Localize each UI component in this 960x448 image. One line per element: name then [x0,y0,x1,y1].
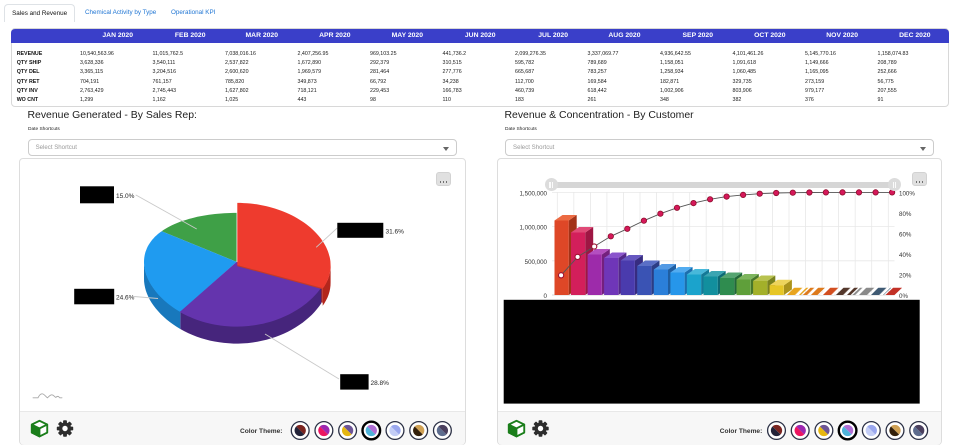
svg-text:80%: 80% [899,211,912,218]
svg-text:500,000: 500,000 [525,259,548,266]
svg-text:15.0%: 15.0% [116,193,135,200]
svg-text:100%: 100% [899,191,915,198]
svg-text:20%: 20% [899,273,912,280]
svg-text:60%: 60% [899,232,912,239]
svg-text:28.8%: 28.8% [371,380,390,387]
svg-text:Color Theme:: Color Theme: [240,428,283,435]
svg-text:Color Theme:: Color Theme: [720,428,763,435]
svg-text:31.6%: 31.6% [386,229,405,236]
svg-text:1,500,000: 1,500,000 [519,191,547,198]
svg-text:0: 0 [544,293,548,300]
svg-text:0%: 0% [899,293,908,300]
svg-text:40%: 40% [899,252,912,259]
svg-text:1,000,000: 1,000,000 [519,225,547,232]
svg-text:24.6%: 24.6% [116,295,135,302]
